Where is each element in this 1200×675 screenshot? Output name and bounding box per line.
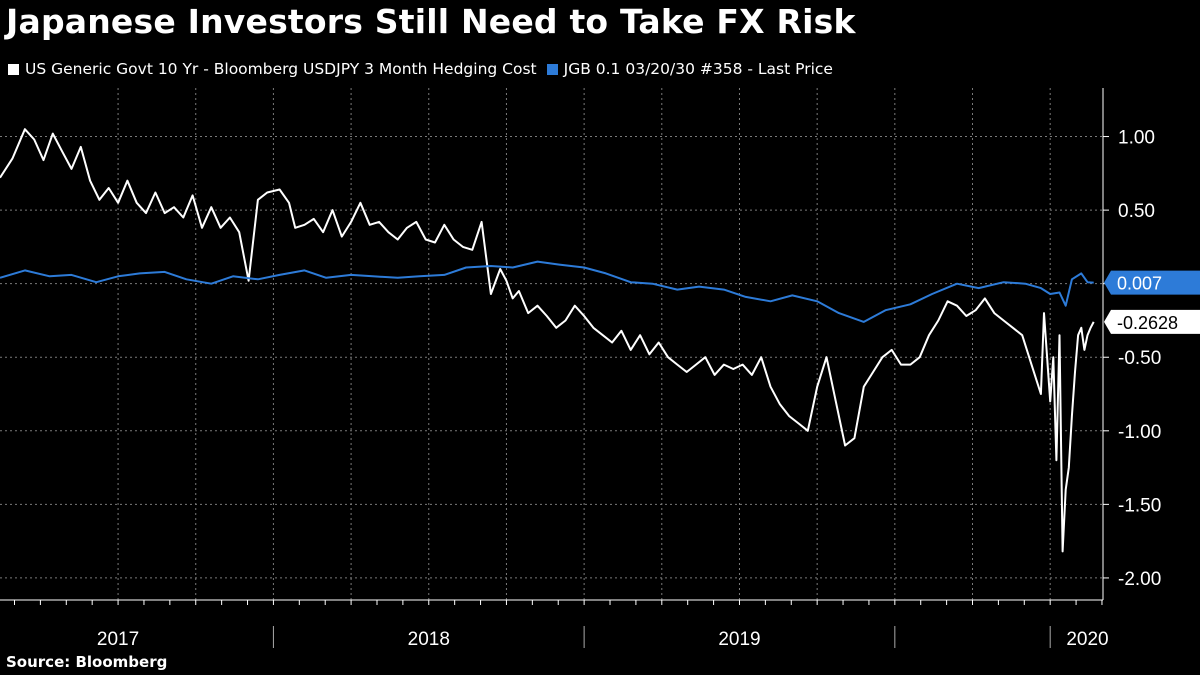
chart-title: Japanese Investors Still Need to Take FX…: [6, 2, 856, 41]
last-value-badge-us10y-hedged-label: -0.2628: [1117, 313, 1178, 333]
legend: US Generic Govt 10 Yr - Bloomberg USDJPY…: [8, 60, 843, 78]
legend-item-us10y-hedged: US Generic Govt 10 Yr - Bloomberg USDJPY…: [8, 60, 537, 78]
x-tick-label: 2018: [408, 629, 450, 650]
source-note: Source: Bloomberg: [6, 653, 168, 671]
legend-swatch-blue: [546, 63, 558, 75]
x-tick-label: 2020: [1066, 629, 1108, 650]
y-tick-label: 1.00: [1118, 128, 1155, 149]
series-line-jgb: [0, 260, 1094, 323]
y-tick-label: 0.50: [1118, 201, 1155, 222]
y-tick-label: -1.00: [1118, 422, 1161, 443]
series-line-us10y-hedged: [0, 128, 1095, 553]
y-tick-label: -1.50: [1118, 495, 1161, 516]
x-tick-label: 2017: [97, 629, 139, 650]
x-tick-label: 2019: [718, 629, 760, 650]
last-value-badge-jgb-label: 0.007: [1117, 274, 1162, 294]
last-value-badge-jgb-bg: [1104, 270, 1200, 295]
last-value-badge-us10y-hedged-bg: [1104, 309, 1200, 334]
legend-item-jgb: JGB 0.1 03/20/30 #358 - Last Price: [546, 60, 833, 78]
legend-label-us10y-hedged: US Generic Govt 10 Yr - Bloomberg USDJPY…: [25, 60, 537, 78]
y-tick-label: -2.00: [1118, 569, 1161, 590]
y-tick-label: -0.50: [1118, 348, 1161, 369]
legend-label-jgb: JGB 0.1 03/20/30 #358 - Last Price: [563, 60, 833, 78]
legend-swatch-white: [8, 63, 19, 75]
